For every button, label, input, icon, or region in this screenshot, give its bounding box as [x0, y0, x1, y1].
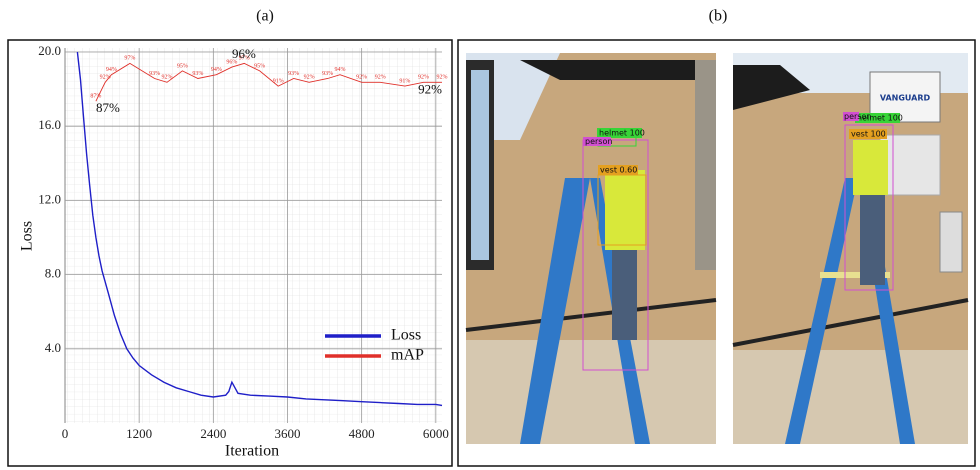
x-tick-label: 2400 [200, 426, 226, 441]
data-label: 93% [288, 71, 299, 77]
detection-label: person [844, 112, 871, 121]
detection-label: helmet 100 [857, 114, 903, 123]
series-line [95, 62, 442, 102]
x-tick-label: 6000 [423, 426, 449, 441]
data-label: 95% [177, 63, 188, 69]
annotation: 96% [232, 46, 256, 61]
detection-label: person [585, 137, 612, 146]
panel-label: (a) [256, 8, 274, 25]
sign-text: VANGUARD [880, 94, 931, 103]
annotation: 92% [418, 81, 442, 96]
y-tick-label: 20.0 [38, 43, 61, 58]
data-label: 94% [335, 67, 346, 73]
data-label: 92% [304, 75, 315, 81]
data-label: 92% [437, 75, 448, 81]
data-label: 94% [106, 67, 117, 73]
panel-label: (b) [709, 8, 728, 25]
data-label: 91% [399, 78, 410, 84]
series-line [76, 51, 443, 407]
photo: VANGUARD helmet 100 person vest 100 [732, 53, 969, 444]
x-tick-label: 3600 [274, 426, 300, 441]
data-label: 94% [211, 67, 222, 73]
data-label: 93% [192, 71, 203, 77]
data-label: 97% [124, 56, 135, 62]
data-label: 93% [322, 71, 333, 77]
data-label: 95% [254, 63, 265, 69]
data-label: 97% [239, 56, 250, 62]
minor-grid [65, 48, 442, 423]
data-label: 92% [418, 75, 429, 81]
data-label: 92% [100, 75, 111, 81]
data-label: 92% [161, 75, 172, 81]
legend-label: mAP [391, 347, 424, 364]
data-label: 92% [375, 75, 386, 81]
legend-label: Loss [391, 327, 421, 344]
y-tick-label: 4.0 [45, 340, 61, 355]
detection-label: vest 100 [851, 130, 886, 139]
y-tick-label: 8.0 [45, 266, 61, 281]
y-axis-label: Loss [19, 221, 36, 251]
y-tick-label: 16.0 [38, 117, 61, 132]
data-label: 91% [273, 78, 284, 84]
x-tick-label: 1200 [126, 426, 152, 441]
data-label: 93% [149, 71, 160, 77]
x-axis-label: Iteration [225, 443, 279, 460]
panel-frame [7, 39, 453, 467]
detection-label: helmet 100 [599, 129, 645, 138]
photo: helmet 100 person vest 0.60 [465, 53, 717, 444]
data-label: 87% [90, 94, 101, 100]
data-label: 92% [356, 75, 367, 81]
x-tick-label: 4800 [349, 426, 375, 441]
detection-label: vest 0.60 [600, 166, 637, 175]
y-tick-label: 12.0 [38, 191, 61, 206]
x-tick-label: 0 [62, 426, 69, 441]
data-label: 96% [226, 60, 237, 66]
panel-frame [457, 39, 976, 467]
annotation: 87% [96, 100, 120, 115]
